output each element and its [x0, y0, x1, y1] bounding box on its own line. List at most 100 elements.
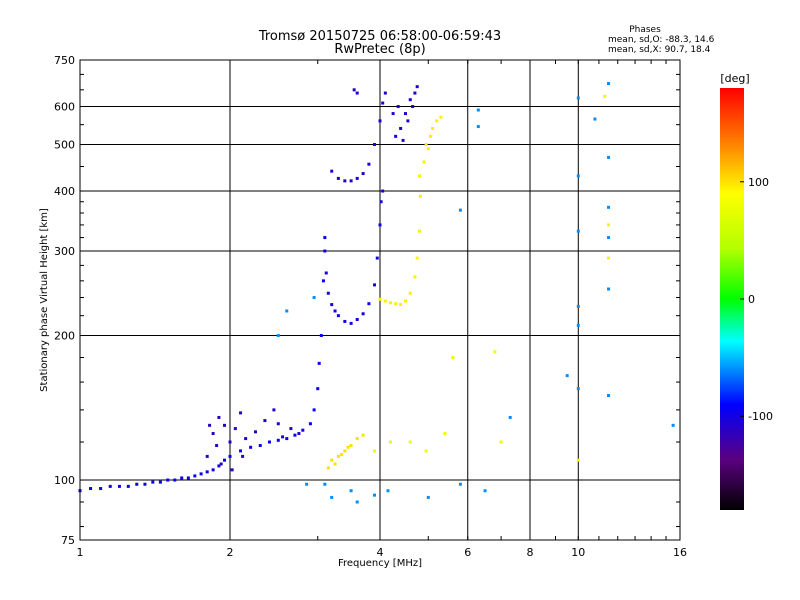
axis-ticks: 1 2 4 6 8 10 16 75 100 200 300 400 500 600 750: [54, 54, 687, 559]
data-point: [493, 350, 497, 354]
data-point: [211, 432, 215, 436]
data-point: [422, 160, 426, 164]
data-point: [323, 236, 327, 240]
data-point: [417, 174, 421, 178]
data-point: [403, 112, 407, 116]
colorbar-label: [deg]: [720, 72, 749, 85]
data-point: [373, 143, 377, 147]
data-point: [576, 304, 580, 308]
data-point: [208, 423, 212, 427]
legend-line-o: mean, sd,O: -88.3, 14.6: [608, 35, 715, 45]
data-point: [135, 482, 139, 486]
data-point: [223, 423, 227, 427]
data-point: [413, 275, 417, 279]
y-tick-label: 750: [54, 54, 75, 67]
data-point: [293, 433, 297, 437]
data-point: [285, 309, 289, 313]
y-axis-label: Stationary phase Virtual Height [km]: [39, 208, 50, 392]
x-tick-label: 16: [673, 546, 687, 559]
data-point: [483, 489, 487, 493]
data-point: [186, 476, 190, 480]
data-point: [383, 299, 387, 303]
data-point: [330, 495, 334, 499]
data-point: [230, 468, 234, 472]
data-point: [349, 321, 353, 325]
data-point: [330, 303, 334, 307]
data-point: [316, 387, 320, 391]
data-point: [276, 422, 280, 426]
data-point: [458, 482, 462, 486]
data-point: [276, 438, 280, 442]
data-point: [267, 440, 271, 444]
data-point: [415, 85, 419, 89]
data-point: [607, 394, 611, 398]
data-point: [408, 291, 412, 295]
data-point: [166, 478, 170, 482]
data-point: [317, 361, 321, 365]
data-point: [321, 279, 325, 283]
data-point: [301, 428, 305, 432]
data-point: [408, 440, 412, 444]
grid: [80, 60, 680, 540]
data-point: [312, 408, 316, 412]
chart-subtitle: RwPretec (8p): [334, 42, 425, 57]
data-point: [211, 468, 215, 472]
data-point: [326, 466, 330, 470]
data-point: [340, 453, 344, 457]
data-point: [607, 236, 611, 240]
data-point: [424, 449, 428, 453]
data-point: [330, 458, 334, 462]
data-point: [333, 462, 337, 466]
y-tick-label: 600: [54, 101, 75, 114]
colorbar-tick-label: 0: [748, 293, 755, 306]
data-point: [323, 249, 327, 253]
data-point: [576, 174, 580, 178]
data-point: [671, 423, 675, 427]
x-tick-label: 1: [77, 546, 84, 559]
data-point: [576, 387, 580, 391]
data-point: [349, 444, 353, 448]
data-point: [361, 172, 365, 176]
data-point: [297, 432, 301, 436]
data-point: [389, 440, 393, 444]
data-point: [173, 478, 177, 482]
data-point: [391, 112, 395, 116]
data-point: [343, 449, 347, 453]
data-point: [349, 179, 353, 183]
data-point: [426, 147, 430, 151]
colorbar-tick-label: 100: [748, 176, 769, 189]
data-point: [263, 419, 267, 423]
data-point: [378, 223, 382, 227]
colorbar: [deg] 100 0 -100: [720, 72, 773, 510]
data-point: [375, 256, 379, 260]
data-point: [576, 96, 580, 100]
data-point: [336, 454, 340, 458]
data-point: [378, 119, 382, 123]
data-point: [361, 312, 365, 316]
data-point: [239, 411, 243, 415]
data-point: [399, 126, 403, 130]
data-point: [289, 427, 293, 431]
data-point: [99, 487, 103, 491]
data-point: [443, 432, 447, 436]
data-point: [607, 223, 611, 227]
y-tick-label: 75: [61, 534, 75, 547]
data-point: [336, 176, 340, 180]
data-point: [244, 437, 248, 441]
data-point: [223, 458, 227, 462]
data-point: [373, 283, 377, 287]
data-point: [346, 445, 350, 449]
data-point: [89, 487, 93, 491]
data-point: [249, 445, 253, 449]
data-point: [458, 208, 462, 212]
data-point: [394, 302, 398, 306]
data-point: [355, 91, 359, 95]
data-point: [272, 408, 276, 412]
data-point: [451, 355, 455, 359]
data-point: [373, 449, 377, 453]
data-point: [607, 287, 611, 291]
data-point: [411, 105, 415, 109]
data-point: [565, 374, 569, 378]
data-point: [323, 482, 327, 486]
